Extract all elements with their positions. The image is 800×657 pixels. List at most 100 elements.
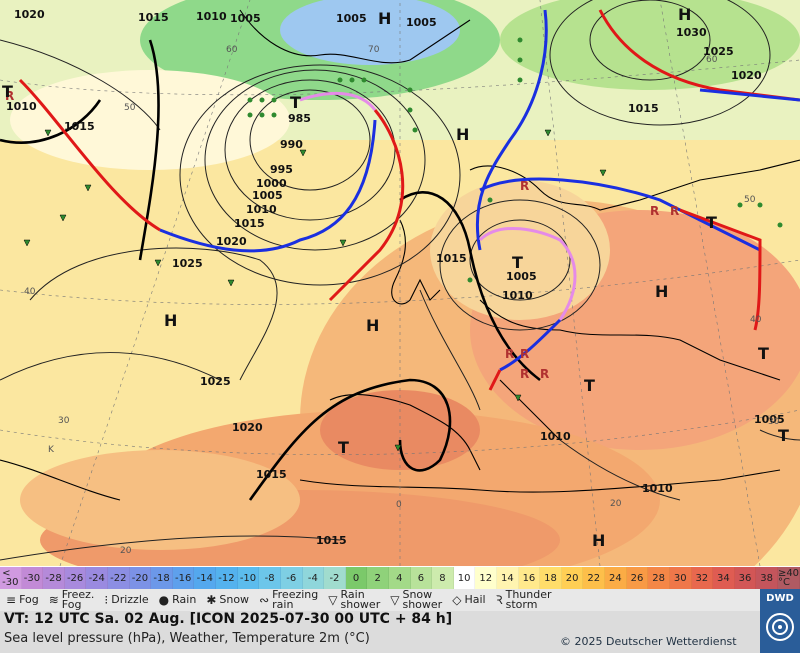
- scale-cell: 26: [626, 567, 649, 589]
- low-center: T: [706, 213, 717, 232]
- isobar-label: 1020: [731, 69, 762, 82]
- isobar-label: 1015: [234, 217, 265, 230]
- scale-cell: -14: [194, 567, 217, 589]
- isobar-label: 1010: [502, 289, 533, 302]
- svg-text:R: R: [5, 89, 14, 103]
- isobars: [0, 0, 800, 561]
- legend-label: Snow shower: [402, 588, 443, 611]
- rain-symbols: [247, 37, 783, 283]
- isobar-label: 985: [288, 112, 311, 125]
- isobar-label: 1015: [256, 468, 287, 481]
- svg-text:0: 0: [396, 500, 402, 510]
- svg-text:K: K: [48, 445, 55, 455]
- isobar-label: 1000: [256, 177, 287, 190]
- isobar-label: 1005: [252, 189, 283, 202]
- low-center: T: [584, 376, 595, 395]
- svg-text:R: R: [520, 347, 529, 361]
- isobar-label: 1010: [196, 10, 227, 23]
- isobar-label: 1030: [676, 26, 707, 39]
- isobar-label: 1005: [754, 413, 785, 426]
- graticule: [0, 0, 800, 566]
- scale-cell: 22: [583, 567, 606, 589]
- legend-item: ▽ Snow shower: [390, 588, 443, 611]
- snow-shower-icon: ▽: [390, 593, 400, 607]
- legend-item: ▽ Rain shower: [328, 589, 380, 610]
- scale-cell: 32: [691, 567, 714, 589]
- svg-text:R: R: [505, 347, 514, 361]
- legend-label: Thunder storm: [505, 588, 552, 611]
- isobar-label: 1020: [14, 8, 45, 21]
- scale-cell: -8: [259, 567, 281, 589]
- scale-cell: 6: [410, 567, 433, 589]
- dwd-logo-text: DWD: [766, 593, 794, 604]
- isobar-label: 1025: [703, 45, 734, 58]
- scale-cell: -20: [129, 567, 152, 589]
- legend-label: Freezing rain: [272, 588, 319, 611]
- snow-icon: ✱: [206, 593, 217, 607]
- high-center: H: [655, 282, 668, 301]
- legend-item: ◇ Hail: [452, 593, 485, 607]
- scale-cell: -4: [302, 567, 325, 589]
- info-panel: VT: 12 UTC Sa. 02 Aug. [ICON 2025-07-30 …: [0, 611, 760, 653]
- scale-cell: 8: [432, 567, 454, 589]
- svg-text:50: 50: [124, 103, 136, 113]
- isobar-label: 1010: [246, 203, 277, 216]
- svg-text:20: 20: [610, 499, 622, 509]
- svg-text:R: R: [520, 179, 529, 193]
- pressure-centers: H H H H H H H T T T T T T T T: [2, 5, 789, 550]
- scale-cell: 4: [388, 567, 411, 589]
- scale-cell: -10: [237, 567, 260, 589]
- freezing-fog-icon: ≋: [48, 593, 59, 607]
- scale-cell: 38: [756, 567, 778, 589]
- scale-cell: -2: [324, 567, 346, 589]
- legend-label: Freez. Fog: [61, 588, 95, 611]
- isobar-label: 1005: [230, 12, 261, 25]
- scale-cell: 24: [605, 567, 627, 589]
- scale-cell: 12: [475, 567, 498, 589]
- rain-icon: ●: [158, 593, 170, 607]
- scale-cell: 34: [713, 567, 735, 589]
- scale-cell: -26: [64, 567, 87, 589]
- isobar-label: 995: [270, 163, 293, 176]
- svg-text:40: 40: [750, 315, 762, 325]
- svg-text:60: 60: [706, 55, 718, 65]
- isobar-label: 1015: [138, 11, 169, 24]
- high-center: H: [678, 5, 691, 24]
- copyright: © 2025 Deutscher Wetterdienst: [560, 635, 737, 648]
- svg-text:R: R: [650, 204, 659, 218]
- legend-label: Rain: [172, 593, 197, 606]
- freezing-rain-icon: ∾: [259, 593, 270, 607]
- drizzle-icon: ⁝: [104, 593, 109, 607]
- high-center: H: [164, 311, 177, 330]
- scale-cell: 14: [497, 567, 519, 589]
- rain-shower-icon: ▽: [328, 593, 338, 607]
- latitude-labels: 60 50 40 30 20 K 0 70 60 50 40 30 20: [24, 45, 780, 556]
- isobar-label: 1025: [200, 375, 231, 388]
- map-subtitle: Sea level pressure (hPa), Weather, Tempe…: [4, 631, 370, 646]
- legend-item: ● Rain: [158, 593, 197, 607]
- legend-label: Snow: [219, 593, 250, 606]
- scale-cell: -28: [43, 567, 65, 589]
- svg-text:R: R: [670, 204, 679, 218]
- high-center: H: [456, 125, 469, 144]
- thunderstorm-icon: Ꝛ: [495, 593, 503, 607]
- isobar-label: 1020: [216, 235, 247, 248]
- scale-cell: -18: [151, 567, 173, 589]
- hail-icon: ◇: [452, 593, 462, 607]
- scale-cell: 20: [561, 567, 584, 589]
- isobar-label: 990: [280, 138, 303, 151]
- isobar-label: 1015: [628, 102, 659, 115]
- scale-cell: 30: [669, 567, 692, 589]
- svg-text:40: 40: [24, 287, 36, 297]
- shower-symbols: [23, 129, 607, 452]
- dwd-spiral-icon: [766, 613, 794, 641]
- legend-item: Ꝛ Thunder storm: [495, 588, 552, 611]
- scale-cell: 18: [540, 567, 562, 589]
- fog-icon: ≡: [6, 593, 17, 607]
- legend-item: ∾ Freezing rain: [259, 588, 319, 611]
- low-center: T: [338, 438, 349, 457]
- isobar-label: 1015: [316, 534, 347, 547]
- scale-cell: 2: [367, 567, 389, 589]
- scale-cell: ≥40 °C: [777, 567, 800, 589]
